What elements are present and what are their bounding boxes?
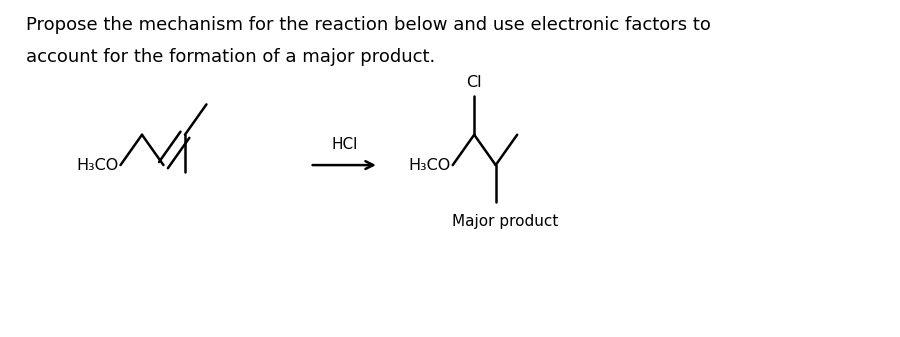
Text: Major product: Major product — [453, 214, 559, 229]
Text: Cl: Cl — [466, 75, 482, 90]
Text: H₃CO: H₃CO — [76, 158, 119, 173]
Text: H₃CO: H₃CO — [409, 158, 451, 173]
Text: Propose the mechanism for the reaction below and use electronic factors to: Propose the mechanism for the reaction b… — [26, 16, 711, 34]
Text: HCl: HCl — [331, 137, 357, 152]
Text: account for the formation of a major product.: account for the formation of a major pro… — [26, 48, 435, 66]
